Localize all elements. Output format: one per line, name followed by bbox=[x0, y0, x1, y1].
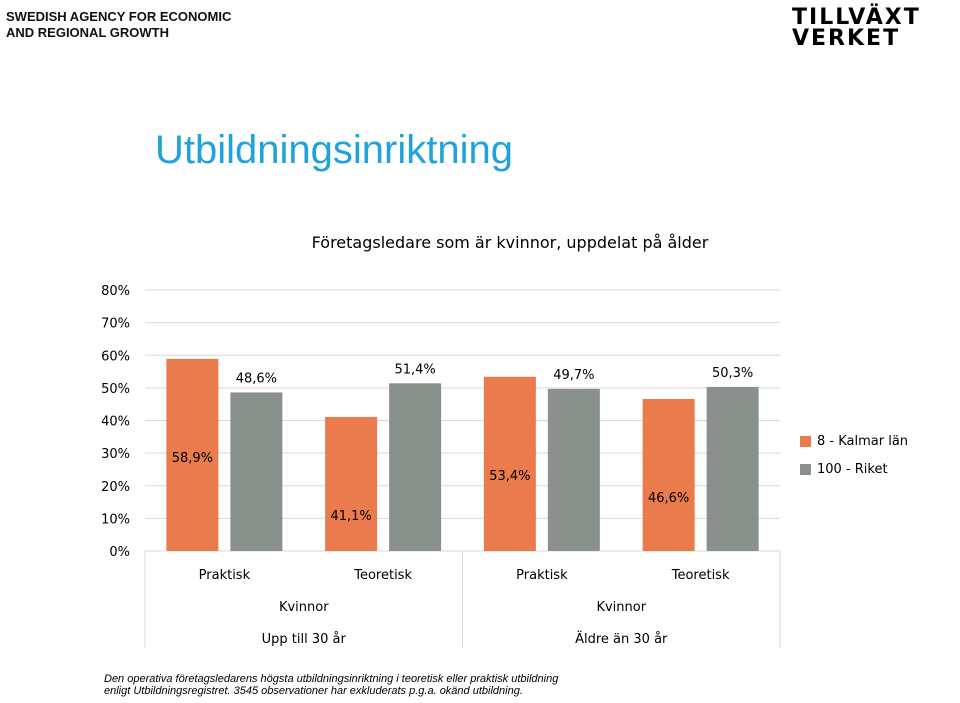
data-label-riket: 48,6% bbox=[236, 371, 277, 386]
agency-name-line2: AND REGIONAL GROWTH bbox=[6, 25, 169, 40]
legend-label-kalmar: 8 - Kalmar län bbox=[817, 433, 909, 449]
chart-title: Företagsledare som är kvinnor, uppdelat … bbox=[311, 233, 709, 252]
y-tick-label: 80% bbox=[101, 284, 130, 299]
y-tick-label: 20% bbox=[101, 480, 130, 495]
data-label-kalmar: 46,6% bbox=[648, 491, 689, 506]
x-category-label: Teoretisk bbox=[671, 568, 730, 583]
footnote-line2: enligt Utbildningsregistret. 3545 observ… bbox=[104, 685, 523, 697]
x-category-label: Teoretisk bbox=[353, 568, 412, 583]
data-label-kalmar: 58,9% bbox=[172, 451, 213, 466]
x-group-gender-label: Kvinnor bbox=[279, 600, 329, 615]
y-tick-label: 60% bbox=[101, 349, 130, 364]
bar-riket bbox=[706, 386, 759, 551]
data-label-riket: 51,4% bbox=[394, 362, 435, 377]
legend-item-riket: 100 - Riket bbox=[800, 460, 908, 478]
footnote-line1: Den operativa företagsledarens högsta ut… bbox=[104, 673, 559, 685]
agency-name-line1: SWEDISH AGENCY FOR ECONOMIC bbox=[6, 9, 232, 24]
chart-legend: 8 - Kalmar län 100 - Riket bbox=[800, 432, 908, 488]
x-group-age-label: Upp till 30 år bbox=[262, 632, 347, 647]
y-tick-label: 50% bbox=[101, 382, 130, 397]
y-tick-label: 0% bbox=[109, 545, 130, 560]
x-group-age-label: Äldre än 30 år bbox=[575, 631, 668, 647]
tillvaxtverket-logo: TILLVÄXT VERKET bbox=[792, 4, 919, 51]
x-group-gender-label: Kvinnor bbox=[596, 600, 646, 615]
bar-riket bbox=[389, 383, 442, 551]
legend-swatch-kalmar bbox=[800, 435, 811, 447]
y-tick-label: 70% bbox=[101, 317, 130, 332]
legend-item-kalmar: 8 - Kalmar län bbox=[800, 432, 908, 450]
legend-label-riket: 100 - Riket bbox=[817, 461, 888, 477]
y-tick-label: 40% bbox=[101, 415, 130, 430]
y-tick-label: 30% bbox=[101, 447, 130, 462]
bar-kalmar bbox=[325, 416, 378, 551]
data-label-kalmar: 41,1% bbox=[330, 509, 371, 524]
x-category-label: Praktisk bbox=[199, 568, 251, 583]
agency-name: SWEDISH AGENCY FOR ECONOMIC AND REGIONAL… bbox=[6, 9, 231, 41]
logo-line2: VERKET bbox=[792, 26, 901, 51]
legend-swatch-riket bbox=[800, 463, 811, 475]
bar-kalmar bbox=[483, 376, 536, 551]
bar-kalmar bbox=[166, 358, 219, 551]
page-title: Utbildningsinriktning bbox=[155, 128, 513, 172]
x-category-label: Praktisk bbox=[516, 568, 568, 583]
footnote: Den operativa företagsledarens högsta ut… bbox=[104, 673, 558, 697]
logo-line1: TILLVÄXT bbox=[792, 5, 921, 30]
y-tick-label: 10% bbox=[101, 512, 130, 527]
data-label-kalmar: 53,4% bbox=[489, 469, 530, 484]
bar-riket bbox=[547, 388, 600, 551]
bar-kalmar bbox=[642, 398, 695, 551]
data-label-riket: 50,3% bbox=[712, 366, 753, 381]
bar-riket bbox=[230, 392, 283, 551]
data-label-riket: 49,7% bbox=[553, 368, 594, 383]
